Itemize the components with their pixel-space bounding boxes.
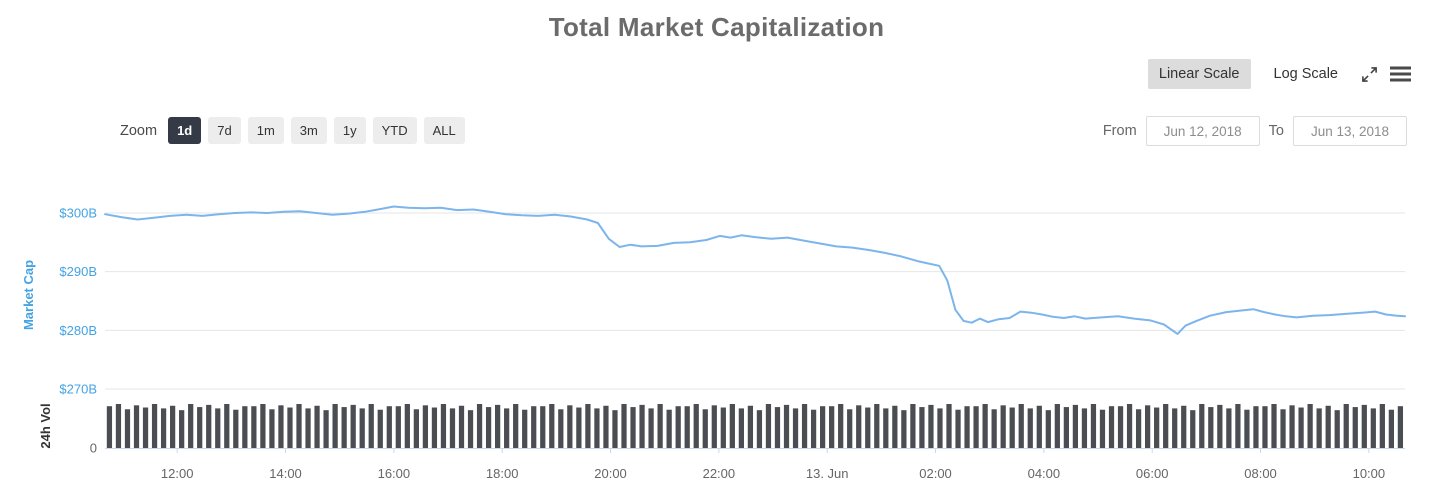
chart-menu-icon[interactable] [1390, 66, 1411, 82]
y-axis-tick-label: $280B [59, 323, 97, 338]
zoom-controls: Zoom 1d 7d 1m 3m 1y YTD ALL [120, 117, 465, 144]
zoom-label: Zoom [120, 122, 158, 139]
volume-axis-title: 24h Vol [38, 403, 53, 448]
date-range-controls: From To [1103, 116, 1407, 146]
to-label: To [1268, 123, 1284, 139]
market-cap-axis-title: Market Cap [21, 260, 36, 330]
svg-text:12:00: 12:00 [161, 466, 194, 481]
log-scale-button[interactable]: Log Scale [1263, 59, 1350, 89]
linear-scale-button[interactable]: Linear Scale [1147, 59, 1251, 89]
svg-text:14:00: 14:00 [269, 466, 302, 481]
zoom-button-1d[interactable]: 1d [168, 117, 202, 144]
x-axis-labels: 12:00 14:00 16:00 18:00 20:00 22:00 13. Jun 02:… [161, 448, 1385, 481]
svg-text:06:00: 06:00 [1136, 466, 1169, 481]
svg-text:04:00: 04:00 [1028, 466, 1061, 481]
fullscreen-icon[interactable] [1361, 66, 1378, 83]
y-axis-tick-label: $300B [59, 206, 97, 221]
svg-text:02:00: 02:00 [919, 466, 952, 481]
zoom-button-1y[interactable]: 1y [333, 117, 366, 144]
zoom-button-1m[interactable]: 1m [247, 117, 284, 144]
svg-text:18:00: 18:00 [486, 466, 519, 481]
zoom-button-all[interactable]: ALL [423, 117, 465, 144]
svg-text:08:00: 08:00 [1244, 466, 1277, 481]
svg-text:16:00: 16:00 [378, 466, 411, 481]
market-cap-line [104, 205, 1406, 335]
page-title: Total Market Capitalization [548, 12, 885, 42]
scale-controls: Linear Scale Log Scale [1147, 59, 1411, 89]
y-axis-tick-label: $290B [59, 264, 97, 279]
svg-text:13. Jun: 13. Jun [806, 466, 849, 481]
svg-text:10:00: 10:00 [1353, 466, 1386, 481]
zoom-button-ytd[interactable]: YTD [372, 117, 417, 144]
volume-zero-label: 0 [90, 441, 97, 456]
svg-text:22:00: 22:00 [703, 466, 736, 481]
from-label: From [1102, 123, 1137, 139]
zoom-button-3m[interactable]: 3m [290, 117, 327, 144]
svg-text:20:00: 20:00 [594, 466, 627, 481]
to-date-input[interactable] [1293, 116, 1407, 146]
from-date-input[interactable] [1145, 116, 1260, 146]
y-axis-tick-label: $270B [59, 382, 97, 397]
gridlines: $300B $290B $280B $270B [59, 206, 1405, 397]
zoom-button-7d[interactable]: 7d [208, 117, 241, 144]
volume-bars [106, 404, 1404, 448]
